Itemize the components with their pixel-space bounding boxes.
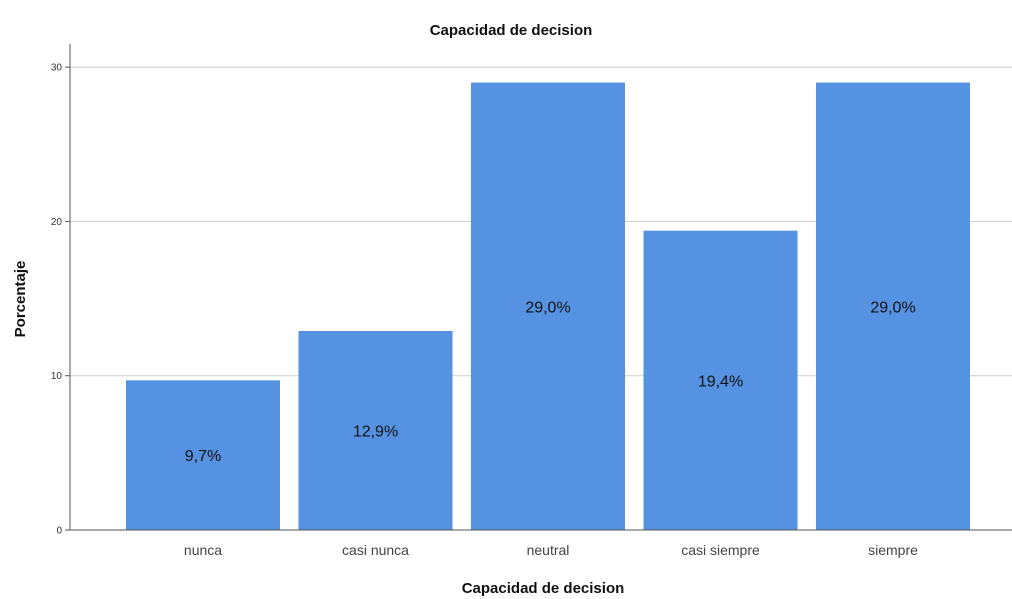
x-axis-title: Capacidad de decision	[462, 580, 625, 597]
x-tick-label: casi nunca	[342, 542, 409, 558]
x-tick-label: nunca	[184, 542, 222, 558]
data-label: 9,7%	[185, 448, 221, 465]
bar-casi-nunca	[298, 330, 453, 530]
data-label: 29,0%	[525, 299, 570, 316]
x-tick-label: siempre	[868, 542, 918, 558]
bar-casi-siempre	[643, 230, 798, 530]
data-label: 12,9%	[353, 423, 398, 440]
y-tick-label: 20	[51, 217, 63, 228]
labels: 9,7% nunca 12,9% casi nunca 29,0% neutral 19,4…	[184, 299, 918, 558]
bars	[126, 82, 970, 531]
data-label: 29,0%	[870, 299, 915, 316]
y-tick-label: 30	[51, 63, 63, 74]
x-tick-label: casi siempre	[681, 542, 760, 558]
bar-siempre	[816, 82, 970, 531]
y-tick-label: 10	[51, 371, 63, 382]
y-axis-title: Porcentaje	[12, 261, 29, 338]
chart-title: Capacidad de decision	[430, 22, 593, 39]
data-label: 19,4%	[698, 373, 743, 390]
bar-neutral	[471, 82, 625, 531]
bar-nunca	[126, 380, 280, 530]
axes: 0 10 20 30	[51, 44, 1012, 537]
x-tick-label: neutral	[527, 542, 570, 558]
y-tick-label: 0	[56, 526, 62, 537]
